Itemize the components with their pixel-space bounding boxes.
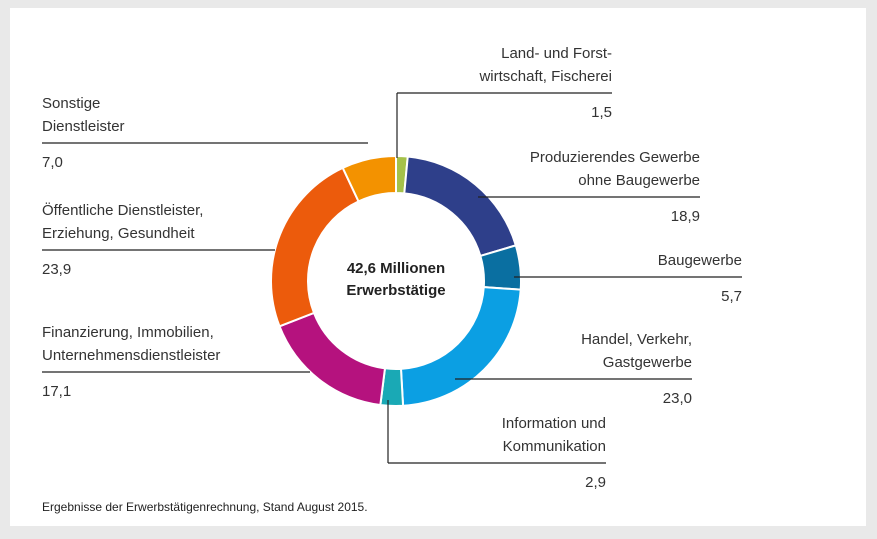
donut-segment [399, 286, 522, 407]
value-label: 23,9 [42, 261, 72, 278]
category-label: Handel, Verkehr, Gastgewerbe [581, 331, 692, 371]
donut-segment [341, 154, 397, 203]
category-label: Öffentliche Dienstleister, Erziehung, Ge… [42, 202, 204, 242]
panel [10, 8, 866, 526]
category-label: Baugewerbe [657, 252, 742, 269]
value-label: 1,5 [591, 104, 612, 121]
category-label: Information und Kommunikation [501, 415, 606, 455]
value-label: 5,7 [721, 288, 742, 305]
donut-segment [403, 155, 518, 258]
category-label: Produzierendes Gewerbe ohne Baugewerbe [529, 149, 700, 189]
donut-segment [278, 311, 387, 407]
value-label: 17,1 [42, 383, 72, 400]
category-label: Land- und Forst- wirtschaft, Fischerei [479, 45, 612, 85]
center-label: 42,6 Millionen Erwerbstätige [346, 260, 446, 299]
value-label: 7,0 [42, 154, 63, 171]
donut-segment [270, 166, 360, 328]
value-label: 23,0 [662, 390, 692, 407]
footnote: Ergebnisse der Erwerbstätigenrechnung, S… [42, 500, 368, 514]
value-label: 18,9 [670, 208, 700, 225]
category-label: Sonstige Dienstleister [42, 95, 125, 135]
value-label: 2,9 [585, 474, 606, 491]
category-label: Finanzierung, Immobilien, Unternehmensdi… [42, 324, 221, 364]
